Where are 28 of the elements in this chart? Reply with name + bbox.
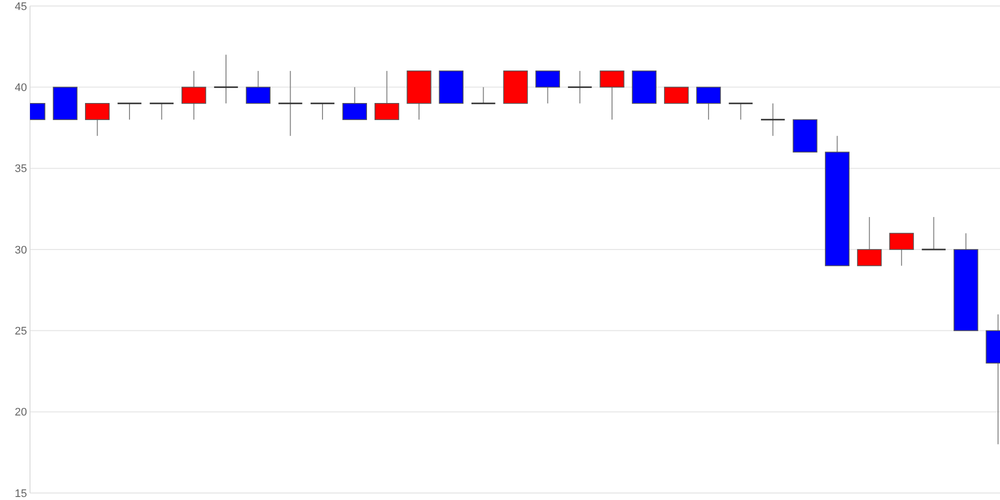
candlestick	[85, 102, 110, 136]
candlestick	[922, 216, 946, 250]
candlestick	[568, 70, 592, 104]
candlestick	[600, 70, 624, 120]
y-tick-label: 40	[14, 82, 27, 94]
y-tick-label: 35	[14, 163, 27, 176]
candlestick	[246, 70, 270, 104]
y-tick-label: 15	[14, 488, 27, 500]
candlestick	[664, 86, 689, 104]
candlestick	[150, 102, 174, 120]
candlestick	[118, 102, 142, 120]
candlestick	[696, 86, 721, 120]
y-tick-label: 20	[14, 406, 27, 419]
candlestick	[535, 70, 560, 104]
candlestick	[310, 102, 334, 120]
candlestick	[278, 70, 302, 136]
y-tick-label: 25	[14, 326, 27, 338]
candlestick	[760, 102, 785, 136]
y-tick-label: 45	[14, 0, 27, 13]
candlestick	[728, 102, 753, 120]
y-tick-label: 30	[14, 244, 27, 256]
candlestick	[342, 86, 367, 120]
candlestick	[374, 70, 400, 120]
candlestick	[889, 232, 914, 266]
candlestick	[182, 70, 206, 120]
candlestick	[471, 86, 496, 104]
candlestick	[214, 54, 238, 104]
candlestick	[857, 216, 882, 266]
